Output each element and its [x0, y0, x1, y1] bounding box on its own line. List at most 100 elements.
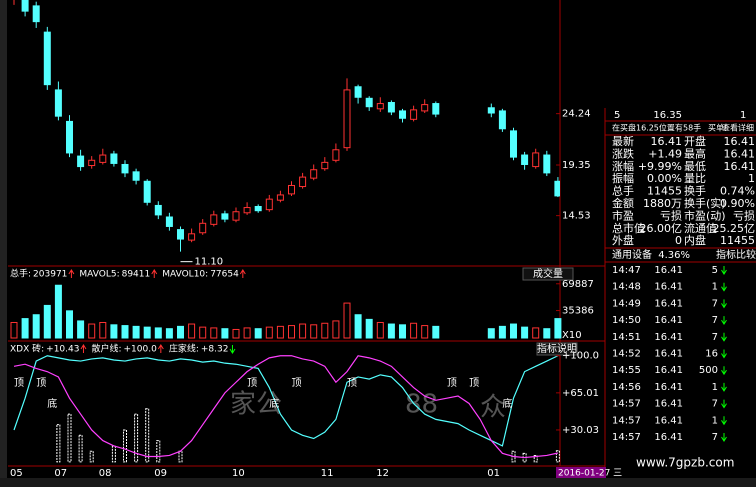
legend-value: 203971	[33, 270, 67, 280]
bottom-tabs[interactable]	[0, 478, 756, 487]
volume-bar	[543, 328, 551, 339]
trade-time: 14:51	[612, 332, 641, 343]
candle-body	[354, 86, 362, 98]
candle-body	[299, 176, 307, 188]
notice: 在买盘16.25位置有	[612, 123, 683, 133]
quote-value: 11455	[720, 234, 755, 247]
arrow-icon	[68, 269, 75, 278]
trade-time: 14:48	[612, 282, 641, 293]
trade-price: 16.41	[654, 315, 683, 326]
arrow-icon	[721, 416, 727, 426]
candle-body	[410, 109, 418, 120]
quote-label: 市盈	[612, 208, 634, 222]
volume-bar	[32, 314, 40, 339]
quote-label: 内盘	[684, 233, 706, 247]
volume-bar	[410, 322, 418, 339]
trade-volume: 500	[699, 365, 718, 376]
quote-label: 涨跌	[612, 146, 634, 160]
arrow-icon	[721, 433, 727, 442]
candle-body	[487, 107, 495, 114]
quote-label: 最高	[684, 146, 706, 160]
volume-bar	[376, 321, 384, 339]
site-watermark: www.7gpzb.com	[636, 456, 734, 470]
order-level: 5	[614, 110, 620, 121]
trade-time: 14:57	[612, 415, 641, 426]
trade-price: 16.41	[654, 282, 683, 293]
candle-body	[54, 89, 62, 117]
volume-bar	[554, 318, 562, 339]
candle-body	[143, 180, 151, 203]
signal-label: 顶	[292, 377, 302, 389]
y-tick-label: 69887	[562, 279, 594, 290]
volume-bar	[288, 325, 295, 339]
trade-volume: 7	[712, 315, 718, 326]
volume-bar	[532, 327, 540, 339]
quote-label: 最低	[684, 160, 706, 173]
arrow-icon	[721, 299, 727, 309]
candle-body	[88, 159, 96, 167]
arrow-icon	[721, 382, 727, 392]
indicator-line	[13, 355, 559, 459]
candle-body	[498, 110, 506, 130]
volume-bar	[487, 328, 495, 339]
indicator-title: 指标说明	[537, 342, 577, 355]
notice: 买单!	[708, 123, 727, 133]
candle-body	[165, 216, 173, 227]
candle-body	[232, 211, 240, 221]
volume-bar	[365, 318, 373, 339]
candle-body	[243, 207, 251, 214]
candle-body	[43, 31, 51, 86]
y-tick-label: 35386	[562, 306, 594, 317]
trade-time: 14:57	[612, 399, 641, 410]
indicator-button[interactable]	[536, 342, 578, 356]
legend-name: 总手:	[10, 268, 31, 280]
trade-volume: 16	[705, 349, 718, 360]
quote-value: 26.00亿	[640, 222, 683, 235]
volume-bar	[110, 324, 118, 339]
trade-price: 16.41	[654, 399, 683, 410]
volume-unit: X10	[562, 330, 582, 341]
candle-body	[532, 152, 540, 168]
volume-bar	[254, 328, 262, 339]
candle-body	[177, 229, 184, 240]
arrow-icon	[151, 269, 158, 278]
legend-value: +10.43	[46, 345, 79, 355]
candle-body	[254, 205, 262, 212]
y-tick-label: +65.01	[562, 388, 599, 399]
volume-bar	[299, 323, 307, 339]
sector-compare[interactable]: 指标比较	[716, 248, 756, 261]
arrow-icon	[721, 316, 727, 326]
candle-body	[132, 171, 140, 181]
volume-bar	[177, 325, 184, 339]
quote-label: 外盘	[612, 233, 634, 247]
volume-button[interactable]	[522, 267, 574, 281]
candle-body	[21, 0, 29, 12]
volume-bar	[332, 320, 340, 339]
side-tabs[interactable]	[0, 0, 7, 478]
volume-bar	[43, 304, 51, 339]
date-box	[556, 467, 606, 478]
quote-label: 市盈(动)	[684, 208, 726, 222]
arrow-icon	[721, 366, 727, 376]
legend-value: +100.0	[124, 345, 158, 355]
candle-body	[432, 103, 440, 115]
candle-body	[154, 204, 162, 216]
signal-label: 顶	[347, 377, 357, 389]
volume-bar	[88, 323, 96, 339]
trade-time: 14:49	[612, 298, 641, 309]
quote-label: 最新	[612, 134, 634, 148]
sector-name: 通用设备	[612, 248, 652, 261]
volume-bar	[321, 322, 329, 339]
indicator-bar	[145, 408, 150, 463]
x-tick-label: 12	[376, 468, 389, 479]
volume-bar	[121, 325, 129, 339]
candle-body	[332, 149, 340, 161]
quote-value: +1.49	[648, 147, 682, 160]
signal-label: 顶	[447, 377, 457, 389]
quote-value: 亏损	[660, 208, 682, 222]
quote-label: 金额	[612, 196, 634, 210]
signal-label: 顶	[14, 377, 24, 389]
arrow-icon	[157, 344, 164, 353]
arrow-icon	[721, 332, 727, 342]
candle-body	[387, 102, 395, 113]
